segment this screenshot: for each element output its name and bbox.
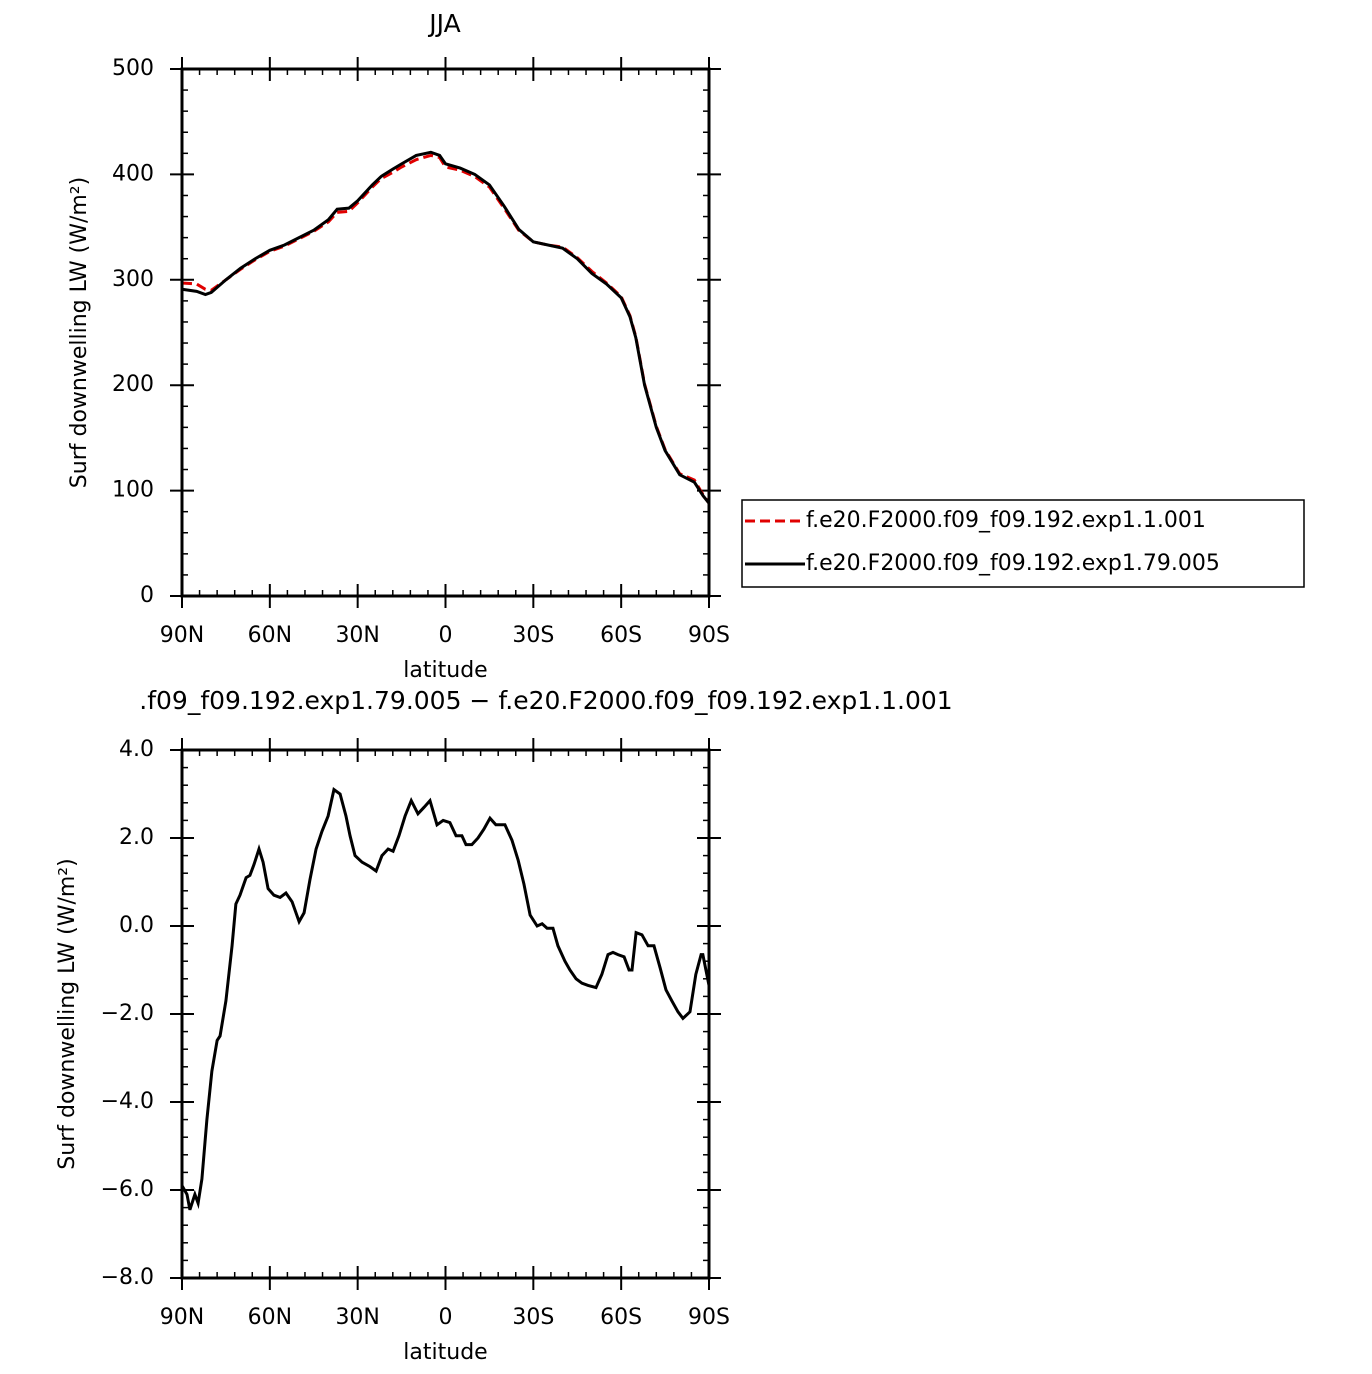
x-axis-label: latitude (403, 658, 487, 683)
y-tick-label: 0.0 (119, 913, 154, 938)
y-tick-label: 200 (112, 372, 154, 397)
legend-box (741, 499, 1305, 588)
y-tick-label: 100 (112, 478, 154, 503)
legend-label: f.e20.F2000.f09_f09.192.exp1.1.001 (806, 508, 1206, 533)
x-tick-label: 60N (248, 623, 292, 648)
x-tick-label: 90N (160, 623, 204, 648)
x-tick-label: 0 (439, 1305, 453, 1330)
chart-title: .f09_f09.192.exp1.79.005 − f.e20.F2000.f… (139, 686, 952, 715)
x-tick-label: 30S (512, 1305, 554, 1330)
y-axis-label: Surf downwelling LW (W/m²) (67, 177, 92, 488)
y-tick-label: 2.0 (119, 825, 154, 850)
x-tick-label: 30S (512, 623, 554, 648)
chart-title: JJA (427, 9, 460, 38)
y-tick-label: −8.0 (101, 1265, 154, 1290)
data-line (181, 150, 711, 505)
plot-frame (180, 67, 711, 598)
y-tick-label: 500 (112, 56, 154, 81)
y-tick-label: −6.0 (101, 1177, 154, 1202)
x-tick-label: 0 (439, 623, 453, 648)
x-tick-label: 60S (600, 623, 642, 648)
y-tick-label: −2.0 (101, 1001, 154, 1026)
legend-label: f.e20.F2000.f09_f09.192.exp1.79.005 (806, 551, 1220, 576)
data-line (180, 787, 711, 1211)
x-tick-label: 90S (688, 623, 730, 648)
x-tick-label: 60N (248, 1305, 292, 1330)
y-tick-label: 4.0 (119, 737, 154, 762)
y-tick-label: 400 (112, 161, 154, 186)
plot-frame (180, 748, 711, 1280)
y-tick-label: −4.0 (101, 1089, 154, 1114)
y-tick-label: 0 (140, 583, 154, 608)
data-line (181, 153, 711, 505)
x-tick-label: 60S (600, 1305, 642, 1330)
x-axis-label: latitude (403, 1340, 487, 1365)
y-axis-label: Surf downwelling LW (W/m²) (55, 858, 80, 1169)
y-tick-label: 300 (112, 267, 154, 292)
x-tick-label: 90S (688, 1305, 730, 1330)
x-tick-label: 30N (335, 1305, 379, 1330)
x-tick-label: 30N (335, 623, 379, 648)
x-tick-label: 90N (160, 1305, 204, 1330)
